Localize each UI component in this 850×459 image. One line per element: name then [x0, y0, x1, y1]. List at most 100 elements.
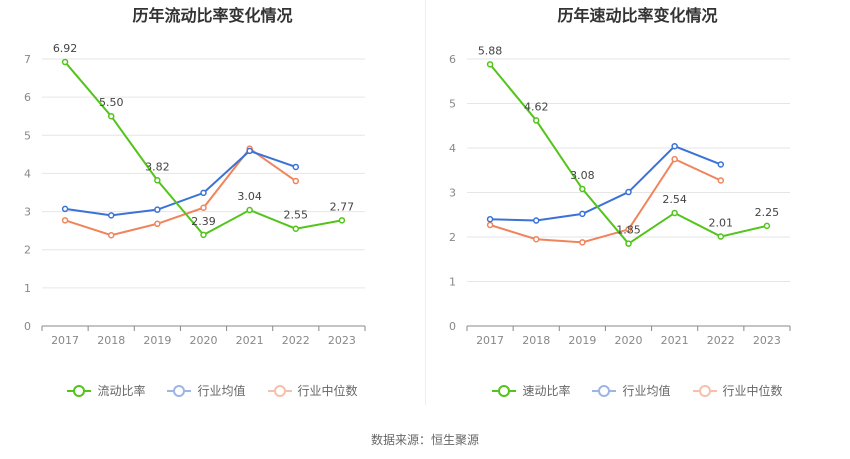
legend-label: 行业均值: [197, 384, 246, 398]
data-point: [154, 220, 161, 228]
legend-swatch-icon: [492, 384, 517, 397]
data-label: 3.82: [145, 160, 170, 173]
legend-item-industry-mean[interactable]: 行业均值: [592, 382, 671, 399]
data-point: [532, 217, 540, 224]
legend-item-current-ratio[interactable]: 流动比率: [67, 382, 145, 399]
legend-swatch-icon: [267, 384, 292, 397]
data-point: [107, 231, 115, 239]
data-point: [154, 206, 161, 213]
data-label: 6.92: [53, 42, 78, 55]
legend: 速动比率 行业均值 行业中位数: [425, 382, 850, 399]
y-tick-label: 0: [24, 320, 31, 333]
legend-label: 流动比率: [97, 384, 146, 398]
data-point: [671, 209, 678, 217]
data-point: [200, 204, 207, 212]
data-label: 5.50: [99, 96, 124, 109]
panel-divider: [425, 0, 426, 405]
data-label: 3.08: [570, 169, 595, 182]
legend-swatch-icon: [67, 384, 92, 397]
data-point: [338, 217, 346, 224]
data-point: [625, 226, 632, 233]
x-tick-label: 2020: [615, 334, 643, 347]
x-tick-label: 2017: [476, 334, 504, 347]
x-tick-label: 2018: [97, 334, 125, 347]
legend-swatch-icon: [592, 384, 617, 397]
chart-title: 历年速动比率变化情况: [557, 6, 718, 25]
data-point: [763, 222, 771, 230]
data-point: [292, 177, 300, 185]
y-tick-label: 1: [24, 282, 31, 295]
x-tick-label: 2017: [51, 334, 79, 347]
y-tick-label: 0: [449, 320, 456, 333]
legend-swatch-icon: [167, 384, 192, 397]
data-label: 2.25: [755, 206, 780, 219]
data-point: [486, 221, 494, 229]
x-tick-label: 2022: [707, 334, 735, 347]
y-tick-label: 5: [449, 98, 456, 111]
chart-title: 历年流动比率变化情况: [132, 6, 293, 25]
legend-label: 行业均值: [622, 384, 671, 398]
y-tick-label: 3: [449, 187, 456, 200]
y-tick-label: 6: [24, 91, 31, 104]
data-point: [671, 142, 678, 150]
current-ratio-panel: 历年流动比率变化情况 0 1 2 3 4 5 6 7 2017 2018 2019 2020 2021 2…: [0, 0, 425, 420]
y-tick-label: 5: [24, 129, 31, 142]
data-label: 2.54: [662, 193, 687, 206]
y-tick-label: 4: [24, 167, 31, 180]
data-point: [625, 188, 632, 196]
data-point: [246, 206, 253, 214]
data-label: 3.04: [237, 190, 262, 203]
x-tick-label: 2022: [282, 334, 310, 347]
x-tick-label: 2023: [753, 334, 781, 347]
data-point: [61, 217, 69, 224]
legend-swatch-icon: [692, 384, 717, 397]
data-label: 2.55: [284, 209, 309, 222]
x-tick-label: 2018: [522, 334, 550, 347]
data-point: [486, 61, 494, 68]
legend-item-industry-median[interactable]: 行业中位数: [267, 382, 358, 399]
x-tick-label: 2021: [236, 334, 264, 347]
data-point: [532, 117, 540, 124]
data-point: [486, 215, 494, 223]
quick-ratio-chart: 0 1 2 3 4 5 6 2017 2018 2019 2020 2021 2022 2023 5.88 4…: [449, 44, 791, 347]
data-label: 5.88: [478, 44, 503, 57]
legend-item-industry-median[interactable]: 行业中位数: [692, 382, 783, 399]
data-point: [61, 58, 69, 66]
data-point: [717, 161, 725, 168]
y-tick-label: 2: [24, 244, 31, 257]
legend-label: 行业中位数: [297, 384, 358, 398]
legend-label: 行业中位数: [722, 384, 783, 398]
data-point: [579, 185, 586, 193]
data-point: [107, 112, 115, 120]
data-point: [532, 235, 540, 243]
legend-label: 速动比率: [522, 384, 571, 398]
y-tick-label: 7: [24, 53, 31, 66]
data-point: [200, 231, 207, 239]
series-line: [489, 157, 722, 244]
data-point: [625, 240, 632, 247]
quick-ratio-panel: 历年速动比率变化情况 0 1 2 3 4 5 6 2017 2018 2019 2020 2021 20…: [425, 0, 850, 420]
y-tick-label: 3: [24, 206, 31, 219]
data-point: [292, 225, 300, 232]
series-line: [64, 149, 297, 217]
data-point: [292, 163, 300, 171]
y-tick-label: 1: [449, 276, 456, 289]
data-source-footer: 数据来源：恒生聚源: [370, 433, 479, 447]
data-point: [579, 239, 586, 246]
data-label: 4.62: [524, 100, 549, 113]
legend-item-quick-ratio[interactable]: 速动比率: [492, 382, 570, 399]
y-tick-label: 4: [449, 142, 456, 155]
x-tick-label: 2023: [328, 334, 356, 347]
data-point: [61, 205, 69, 213]
series-line: [490, 145, 722, 222]
data-point: [154, 177, 161, 184]
data-label: 2.39: [191, 215, 216, 228]
data-point: [200, 189, 207, 197]
data-label: 1.85: [616, 224, 641, 237]
y-tick-label: 6: [449, 53, 456, 66]
data-point: [717, 233, 725, 240]
data-point: [246, 147, 253, 155]
data-label: 2.01: [709, 217, 734, 230]
x-tick-label: 2019: [568, 334, 596, 347]
legend-item-industry-mean[interactable]: 行业均值: [167, 382, 246, 399]
